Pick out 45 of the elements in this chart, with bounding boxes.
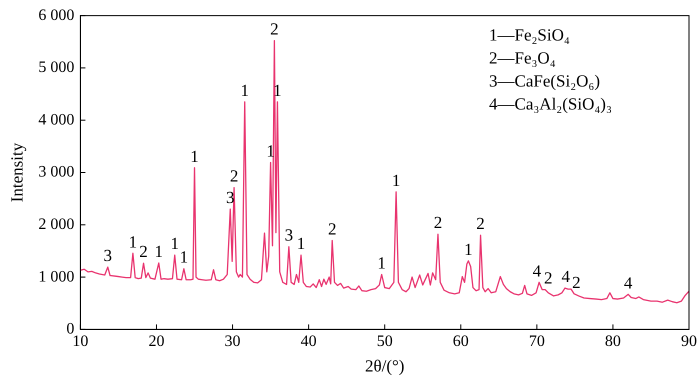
annotation: 1 — [180, 248, 188, 267]
annotation: 1 — [240, 80, 249, 100]
annotation: 3 — [104, 246, 112, 266]
annotation: 1 — [170, 234, 179, 254]
x-tick-label: 60 — [452, 333, 469, 350]
annotation: 2 — [476, 214, 485, 234]
x-tick-label: 70 — [528, 333, 545, 350]
annotation: 3 — [284, 226, 294, 245]
annotation: 3—CaFe(Si₂O₆) — [489, 72, 600, 91]
annotation: 1 — [296, 234, 306, 254]
annotation: 2 — [328, 219, 336, 238]
annotation: 4 — [562, 267, 571, 286]
annotation: 4—Ca₃Al₂(SiO₄)₃ — [489, 94, 612, 114]
x-tick-label: 50 — [376, 333, 393, 350]
annotation: 1—Fe₂SiO₄ — [489, 26, 570, 45]
y-tick-label: 4 000 — [38, 111, 74, 128]
x-axis-title: 2θ/(°) — [364, 356, 404, 376]
annotation: 1 — [190, 146, 199, 166]
annotation: 1 — [464, 240, 473, 259]
annotation: 2 — [544, 268, 553, 288]
y-tick-label: 5 000 — [38, 59, 74, 76]
y-tick-label: 1 000 — [38, 268, 74, 286]
x-tick-label: 40 — [300, 333, 317, 350]
x-tick-label: 10 — [72, 333, 88, 350]
annotation: 1 — [154, 242, 164, 261]
x-tick-label: 30 — [224, 333, 241, 350]
annotation: 2 — [139, 242, 148, 262]
annotation: 2 — [270, 20, 279, 39]
annotation: 2 — [572, 272, 581, 292]
x-tick-label: 80 — [604, 333, 621, 350]
annotation: 2 — [230, 166, 238, 186]
y-tick-label: 2 000 — [38, 216, 74, 234]
annotation: 2 — [434, 213, 442, 232]
annotation: 4 — [532, 261, 542, 280]
y-tick-label: 6 000 — [38, 6, 74, 24]
x-tick-label: 90 — [681, 333, 697, 350]
y-tick-label: 3 000 — [38, 164, 74, 181]
y-axis-title: Intensity — [8, 142, 27, 202]
annotation: 1 — [377, 253, 386, 272]
x-tick-label: 20 — [148, 333, 164, 350]
annotation: 4 — [624, 273, 633, 292]
y-tick-label: 0 — [66, 320, 74, 338]
annotation: 1 — [392, 170, 400, 190]
annotation: 1 — [128, 232, 138, 252]
annotation: 2—Fe₃O₄ — [489, 48, 556, 68]
